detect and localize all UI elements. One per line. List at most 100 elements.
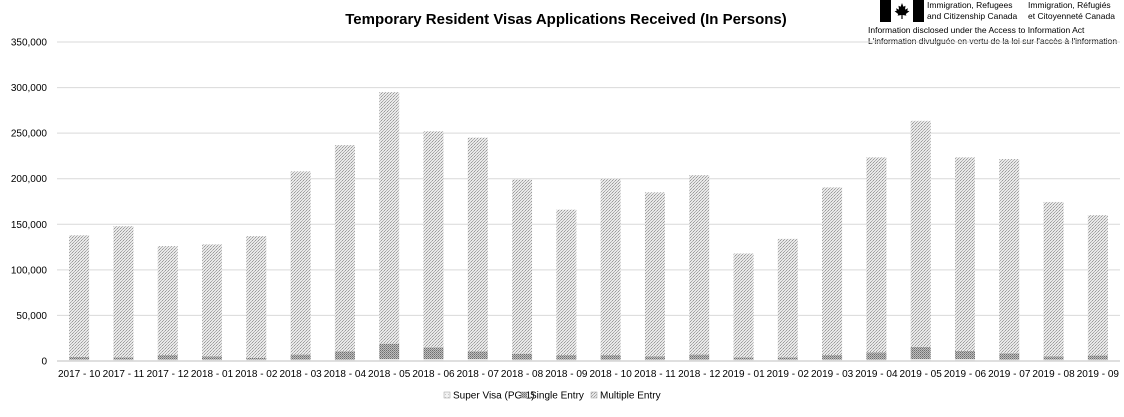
access-to-information-notice-french: L'information divulguée en vertu de la l… <box>868 36 1118 46</box>
bar-multiple-entry <box>556 209 577 356</box>
x-tick-label: 2018 - 08 <box>501 369 544 380</box>
y-tick-label: 100,000 <box>11 265 48 276</box>
y-tick-label: 350,000 <box>11 38 48 49</box>
bar-single-entry <box>1087 355 1108 360</box>
bar-single-entry <box>600 355 621 360</box>
x-tick-label: 2018 - 10 <box>590 369 633 380</box>
x-tick-label: 2017 - 12 <box>147 369 190 380</box>
chart-title: Temporary Resident Visas Applications Re… <box>345 11 787 28</box>
bar-single-entry <box>689 354 710 360</box>
x-tick-label: 2019 - 03 <box>811 369 854 380</box>
legend-label: Super Visa (PG-1) <box>453 391 535 402</box>
legend-label: Multiple Entry <box>600 391 661 402</box>
bar-single-entry <box>113 357 134 360</box>
bar-super-visa <box>202 359 223 361</box>
bar-multiple-entry <box>1043 201 1064 357</box>
x-tick-label: 2019 - 07 <box>988 369 1031 380</box>
y-tick-label: 150,000 <box>11 220 48 231</box>
x-tick-label: 2018 - 07 <box>457 369 500 380</box>
bar-multiple-entry <box>866 157 887 353</box>
bar-single-entry <box>866 352 887 360</box>
bar-super-visa <box>334 359 355 361</box>
bar-single-entry <box>512 353 533 360</box>
bars <box>69 92 1108 361</box>
y-tick-label: 300,000 <box>11 83 48 94</box>
bar-super-visa <box>822 359 843 361</box>
canada-flag-icon <box>880 0 924 22</box>
bar-multiple-entry <box>777 238 798 358</box>
bar-multiple-entry <box>644 192 665 357</box>
bar-single-entry <box>379 343 400 360</box>
x-tick-label: 2019 - 06 <box>944 369 987 380</box>
x-tick-label: 2019 - 08 <box>1032 369 1075 380</box>
x-tick-label: 2018 - 01 <box>191 369 234 380</box>
bar-multiple-entry <box>512 179 533 354</box>
bar-single-entry <box>777 357 798 360</box>
bar-super-visa <box>69 359 90 361</box>
y-tick-label: 250,000 <box>11 129 48 140</box>
bar-super-visa <box>1043 359 1064 361</box>
y-tick-label: 0 <box>41 357 47 368</box>
x-tick-label: 2019 - 01 <box>722 369 765 380</box>
bar-single-entry <box>246 357 267 360</box>
bar-super-visa <box>644 359 665 361</box>
x-tick-label: 2019 - 02 <box>767 369 810 380</box>
bar-multiple-entry <box>689 175 710 355</box>
bar-super-visa <box>733 359 754 361</box>
x-tick-label: 2018 - 02 <box>235 369 278 380</box>
bar-single-entry <box>954 350 975 360</box>
bar-multiple-entry <box>290 171 311 355</box>
bar-super-visa <box>777 359 798 361</box>
y-axis-ticks: 0 50,000 100,000 150,000 200,000 250,000 300,0… <box>11 38 48 368</box>
y-tick-label: 50,000 <box>16 311 47 322</box>
bar-single-entry <box>556 355 577 360</box>
x-tick-label: 2018 - 09 <box>545 369 588 380</box>
bar-super-visa <box>689 359 710 361</box>
bar-single-entry <box>822 355 843 360</box>
x-tick-label: 2017 - 10 <box>58 369 101 380</box>
x-tick-label: 2018 - 04 <box>324 369 367 380</box>
x-tick-label: 2018 - 05 <box>368 369 411 380</box>
legend-swatch <box>443 391 451 399</box>
x-tick-label: 2018 - 11 <box>634 369 676 380</box>
department-name-french: Immigration, Réfugiés et Citoyenneté Can… <box>1028 0 1115 21</box>
bar-super-visa <box>600 359 621 361</box>
bar-multiple-entry <box>822 187 843 356</box>
x-tick-label: 2019 - 05 <box>900 369 943 380</box>
bar-super-visa <box>999 359 1020 361</box>
department-name-english: Immigration, Refugees and Citizenship Ca… <box>927 0 1018 21</box>
bar-single-entry <box>910 346 931 360</box>
legend-swatch <box>590 391 598 399</box>
bar-super-visa <box>910 359 931 361</box>
bar-multiple-entry <box>467 137 488 352</box>
bar-multiple-entry <box>600 178 621 356</box>
bar-single-entry <box>423 347 444 360</box>
bar-super-visa <box>423 359 444 361</box>
bar-multiple-entry <box>954 157 975 351</box>
bar-single-entry <box>290 354 311 360</box>
bar-multiple-entry <box>733 253 754 358</box>
bar-multiple-entry <box>910 120 931 347</box>
bar-super-visa <box>467 359 488 361</box>
department-header: Immigration, Refugees and Citizenship Ca… <box>868 0 1124 48</box>
bar-single-entry <box>69 356 90 360</box>
x-tick-label: 2018 - 12 <box>678 369 721 380</box>
bar-super-visa <box>379 359 400 361</box>
bar-multiple-entry <box>379 92 400 344</box>
bar-super-visa <box>157 359 178 361</box>
bar-multiple-entry <box>157 246 178 356</box>
bar-multiple-entry <box>202 244 223 357</box>
bar-super-visa <box>866 359 887 361</box>
legend-swatch <box>520 391 528 399</box>
legend-item-single-entry: Single Entry <box>520 391 584 402</box>
bar-multiple-entry <box>1087 215 1108 356</box>
bar-super-visa <box>246 359 267 361</box>
legend: Super Visa (PG-1)Single Entry Multiple En… <box>443 391 661 402</box>
bar-single-entry <box>334 351 355 360</box>
bar-single-entry <box>202 356 223 360</box>
gridlines <box>57 41 1120 316</box>
bar-multiple-entry <box>246 236 267 358</box>
bar-multiple-entry <box>423 131 444 348</box>
bar-single-entry <box>999 353 1020 360</box>
